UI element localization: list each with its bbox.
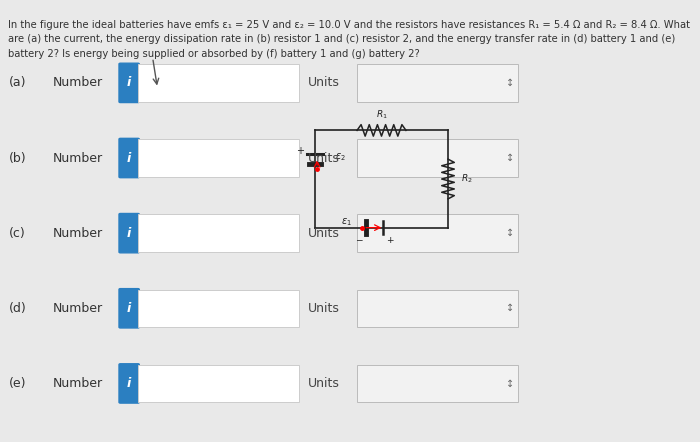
Text: Number: Number xyxy=(52,302,103,315)
Text: Units: Units xyxy=(308,227,340,240)
FancyBboxPatch shape xyxy=(357,214,518,252)
FancyBboxPatch shape xyxy=(119,63,139,103)
Text: (a): (a) xyxy=(8,76,26,89)
Text: $\varepsilon_1$: $\varepsilon_1$ xyxy=(341,217,352,228)
Text: Number: Number xyxy=(52,227,103,240)
Text: Number: Number xyxy=(52,377,103,390)
FancyBboxPatch shape xyxy=(357,64,518,102)
Text: Number: Number xyxy=(52,76,103,89)
FancyBboxPatch shape xyxy=(357,139,518,177)
Text: (d): (d) xyxy=(8,302,26,315)
Text: i: i xyxy=(127,152,132,164)
Text: −: − xyxy=(356,236,363,244)
Text: Units: Units xyxy=(308,377,340,390)
FancyBboxPatch shape xyxy=(138,139,299,177)
FancyBboxPatch shape xyxy=(138,290,299,327)
FancyBboxPatch shape xyxy=(138,64,299,102)
Text: ↕: ↕ xyxy=(505,78,514,88)
Text: In the figure the ideal batteries have emfs ε₁ = 25 V and ε₂ = 10.0 V and the re: In the figure the ideal batteries have e… xyxy=(8,20,690,30)
FancyBboxPatch shape xyxy=(357,365,518,402)
FancyBboxPatch shape xyxy=(357,290,518,327)
Text: (b): (b) xyxy=(8,152,26,164)
Text: $R_2$: $R_2$ xyxy=(461,173,473,185)
Text: are (a) the current, the energy dissipation rate in (b) resistor 1 and (c) resis: are (a) the current, the energy dissipat… xyxy=(8,34,676,45)
Text: Number: Number xyxy=(52,152,103,164)
Text: Units: Units xyxy=(308,152,340,164)
FancyBboxPatch shape xyxy=(138,365,299,402)
Text: battery 2? Is energy being supplied or absorbed by (f) battery 1 and (g) battery: battery 2? Is energy being supplied or a… xyxy=(8,49,420,59)
Text: +: + xyxy=(386,236,393,244)
Text: i: i xyxy=(127,377,132,390)
Text: (e): (e) xyxy=(8,377,26,390)
Text: Units: Units xyxy=(308,302,340,315)
Text: $\varepsilon_2$: $\varepsilon_2$ xyxy=(335,151,345,163)
FancyBboxPatch shape xyxy=(119,289,139,328)
Text: $R_1$: $R_1$ xyxy=(376,108,387,121)
FancyBboxPatch shape xyxy=(138,214,299,252)
Text: +: + xyxy=(295,146,304,156)
Text: i: i xyxy=(127,227,132,240)
FancyBboxPatch shape xyxy=(119,213,139,253)
Text: ↕: ↕ xyxy=(505,228,514,238)
Text: ↕: ↕ xyxy=(505,303,514,313)
FancyBboxPatch shape xyxy=(119,364,139,403)
Text: Units: Units xyxy=(308,76,340,89)
Text: (c): (c) xyxy=(8,227,25,240)
Text: ↕: ↕ xyxy=(505,153,514,163)
Text: ↕: ↕ xyxy=(505,378,514,389)
Text: i: i xyxy=(127,302,132,315)
FancyBboxPatch shape xyxy=(119,138,139,178)
Text: i: i xyxy=(127,76,132,89)
